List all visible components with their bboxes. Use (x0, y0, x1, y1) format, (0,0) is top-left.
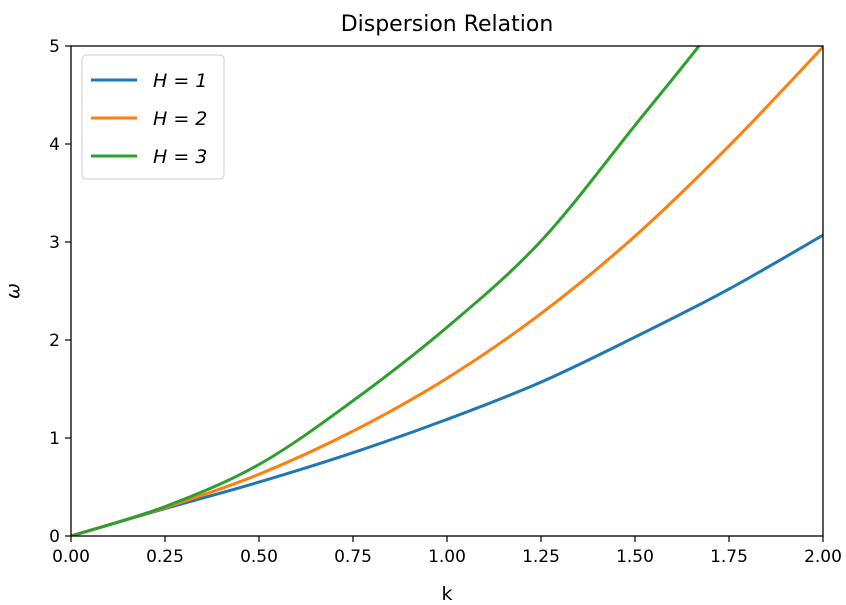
x-tick-label: 0.00 (52, 547, 90, 567)
y-tick-label: 5 (49, 37, 60, 57)
legend-label: H = 3 (153, 146, 207, 168)
x-tick-label: 1.50 (616, 547, 654, 567)
x-tick-label: 1.75 (710, 547, 748, 567)
y-tick-label: 1 (49, 429, 60, 449)
legend-label: H = 1 (153, 70, 207, 92)
y-axis-label: ω (2, 283, 24, 299)
x-tick-label: 0.75 (334, 547, 372, 567)
y-tick-label: 3 (49, 233, 60, 253)
y-axis-ticks: 0 1 2 3 4 5 (49, 37, 71, 547)
x-tick-label: 0.25 (146, 547, 184, 567)
x-axis-label: k (441, 583, 452, 605)
x-tick-label: 1.00 (428, 547, 466, 567)
y-tick-label: 2 (49, 331, 60, 351)
series-line-h1 (71, 233, 823, 536)
legend-frame (81, 54, 225, 180)
x-tick-label: 0.50 (240, 547, 278, 567)
y-tick-label: 0 (49, 527, 60, 547)
x-tick-label: 1.25 (522, 547, 560, 567)
y-tick-label: 4 (49, 135, 60, 155)
legend: H = 1 H = 2 H = 3 (81, 54, 225, 180)
legend-label: H = 2 (153, 108, 207, 130)
x-axis-ticks: 0.00 0.25 0.50 0.75 1.00 1.25 1.50 1.75 2.00 (52, 536, 842, 567)
series-line-h2 (71, 46, 823, 536)
x-tick-label: 2.00 (804, 547, 842, 567)
series-lines (71, 46, 823, 536)
series-line-h3 (71, 46, 702, 536)
chart-title: Dispersion Relation (341, 12, 554, 37)
